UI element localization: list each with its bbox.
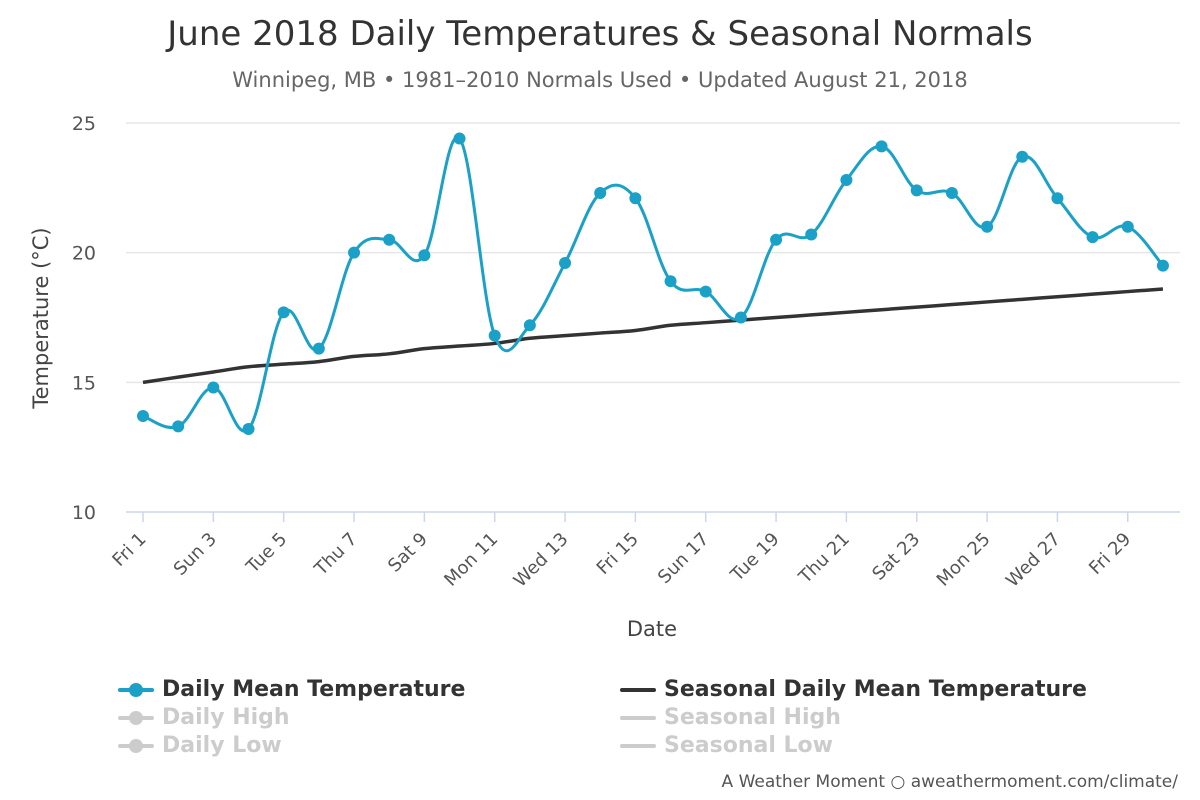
legend-line-icon xyxy=(620,708,656,728)
x-axis-label: Date xyxy=(627,617,677,641)
data-point[interactable] xyxy=(1086,231,1099,244)
legend-label: Seasonal High xyxy=(664,705,841,730)
legend-label: Seasonal Low xyxy=(664,733,833,758)
legend-line-dot-icon xyxy=(118,680,154,700)
legend-item-daily-mean[interactable]: Daily Mean Temperature xyxy=(118,677,465,702)
data-point[interactable] xyxy=(277,306,290,319)
y-tick-label: 15 xyxy=(72,372,96,394)
data-point[interactable] xyxy=(453,132,466,145)
data-point[interactable] xyxy=(488,329,501,342)
data-point[interactable] xyxy=(1121,220,1134,233)
data-point[interactable] xyxy=(875,140,888,153)
data-point[interactable] xyxy=(348,246,361,259)
data-point[interactable] xyxy=(242,423,255,436)
x-tick-label: Fri 15 xyxy=(593,529,643,579)
data-point[interactable] xyxy=(559,257,572,270)
seasonal-mean-line xyxy=(142,287,1164,385)
x-tick-label: Sat 23 xyxy=(868,529,924,585)
legend-line-icon xyxy=(620,680,656,700)
x-tick-label: Tue 19 xyxy=(726,529,784,587)
data-point[interactable] xyxy=(207,381,220,394)
data-point[interactable] xyxy=(699,285,712,298)
data-point[interactable] xyxy=(1016,150,1029,163)
data-point[interactable] xyxy=(1156,259,1169,272)
x-tick-label: Wed 27 xyxy=(1002,529,1065,592)
legend-line-icon xyxy=(620,736,656,756)
data-point[interactable] xyxy=(1051,192,1064,205)
x-tick-label: Fri 29 xyxy=(1085,529,1135,579)
y-tick-label: 20 xyxy=(72,243,96,265)
data-point[interactable] xyxy=(594,187,607,200)
data-point[interactable] xyxy=(664,275,677,288)
data-point[interactable] xyxy=(910,184,923,197)
chart-subtitle: Winnipeg, MB • 1981–2010 Normals Used • … xyxy=(232,68,968,92)
x-tick-label: Sun 17 xyxy=(654,529,713,588)
x-tick-label: Mon 25 xyxy=(933,529,995,591)
x-tick-label: Wed 13 xyxy=(510,529,573,592)
data-point[interactable] xyxy=(137,410,149,423)
chart-title: June 2018 Daily Temperatures & Seasonal … xyxy=(167,14,1033,54)
y-axis-label: Temperature (°C) xyxy=(29,227,53,409)
data-point[interactable] xyxy=(418,249,431,262)
legend-item-seasonal-mean[interactable]: Seasonal Daily Mean Temperature xyxy=(620,677,1087,702)
x-tick-label: Thu 21 xyxy=(794,529,854,589)
data-point[interactable] xyxy=(945,187,958,200)
data-point[interactable] xyxy=(770,233,783,246)
x-tick-label: Sun 3 xyxy=(170,529,221,580)
legend-item-seasonal-low[interactable]: Seasonal Low xyxy=(620,733,833,758)
daily-mean-line xyxy=(142,135,1165,433)
data-point[interactable] xyxy=(523,319,536,332)
x-tick-label: Sat 9 xyxy=(384,529,432,577)
data-point[interactable] xyxy=(383,233,396,246)
legend-label: Daily High xyxy=(162,705,290,730)
legend-label: Daily Low xyxy=(162,733,282,758)
legend-item-daily-low[interactable]: Daily Low xyxy=(118,733,282,758)
data-point[interactable] xyxy=(805,228,818,241)
x-tick-label: Fri 1 xyxy=(108,529,150,571)
legend-label: Seasonal Daily Mean Temperature xyxy=(664,677,1087,702)
data-point[interactable] xyxy=(629,192,642,205)
credit-link[interactable]: A Weather Moment ○ aweathermoment.com/cl… xyxy=(721,772,1178,792)
data-point[interactable] xyxy=(734,311,747,324)
data-point[interactable] xyxy=(312,342,325,355)
legend-label: Daily Mean Temperature xyxy=(162,677,466,702)
x-tick-label: Mon 11 xyxy=(440,529,502,591)
x-tick-label: Tue 5 xyxy=(242,529,291,578)
x-tick-label: Thu 7 xyxy=(310,529,362,581)
data-point[interactable] xyxy=(172,420,185,433)
data-point[interactable] xyxy=(981,220,994,233)
y-tick-label: 25 xyxy=(72,113,96,135)
legend-item-daily-high[interactable]: Daily High xyxy=(118,705,290,730)
legend-line-dot-icon xyxy=(118,708,154,728)
data-point[interactable] xyxy=(840,174,853,187)
y-tick-label: 10 xyxy=(72,502,96,524)
legend-item-seasonal-high[interactable]: Seasonal High xyxy=(620,705,841,730)
legend-line-dot-icon xyxy=(118,736,154,756)
